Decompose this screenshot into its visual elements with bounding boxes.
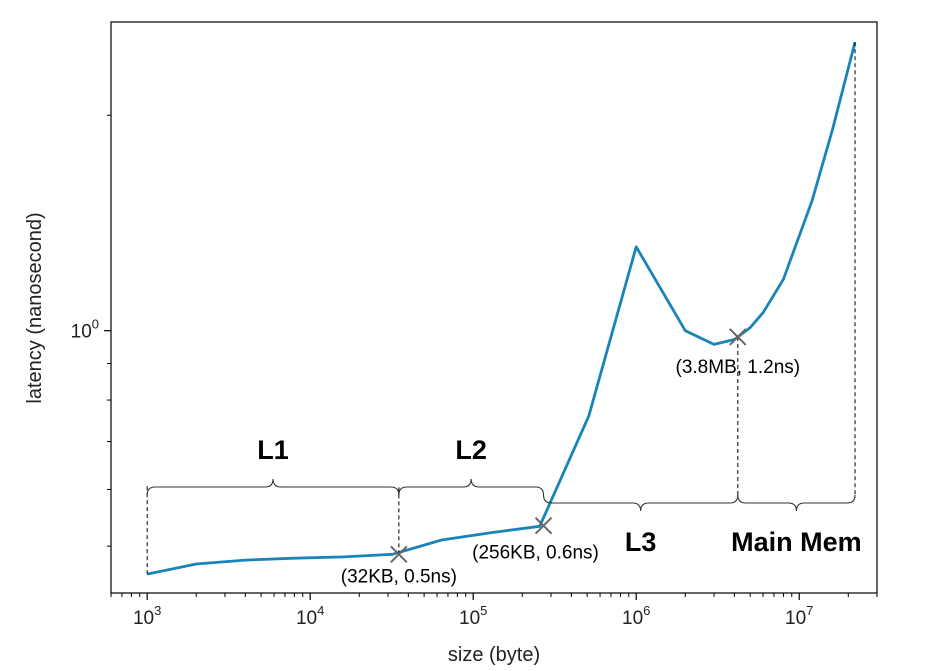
annotation-marker xyxy=(729,328,747,346)
region-label-l1: L1 xyxy=(257,435,289,465)
marker-stroke xyxy=(390,545,408,564)
x-tick-label: 104 xyxy=(296,603,324,629)
region-label-l2: L2 xyxy=(455,435,487,465)
y-tick-label: 100 xyxy=(71,317,99,343)
brace-main-mem xyxy=(737,494,856,512)
x-tick-label: 106 xyxy=(622,603,650,629)
annotation-marker xyxy=(390,545,408,564)
x-tick-label: 103 xyxy=(133,603,161,629)
brace-l1 xyxy=(146,478,400,496)
annotation-label: (32KB, 0.5ns) xyxy=(341,566,457,587)
brace-l2 xyxy=(398,478,545,496)
annotation-marker xyxy=(534,516,553,535)
marker-stroke xyxy=(534,516,553,535)
annotation-label: (3.8MB, 1.2ns) xyxy=(676,357,801,378)
x-tick-label: 105 xyxy=(459,603,487,629)
x-axis-label: size (byte) xyxy=(448,644,540,666)
y-axis-label: latency (nanosecond) xyxy=(24,212,46,403)
x-tick-label: 107 xyxy=(785,603,813,629)
brace-l3 xyxy=(542,494,739,512)
plot-frame xyxy=(110,21,878,594)
annotation-label: (256KB, 0.6ns) xyxy=(472,543,599,564)
region-label-l3: L3 xyxy=(625,527,657,557)
latency-series-line xyxy=(146,41,857,576)
region-label-main-mem: Main Mem xyxy=(731,527,862,557)
marker-stroke xyxy=(729,328,747,346)
